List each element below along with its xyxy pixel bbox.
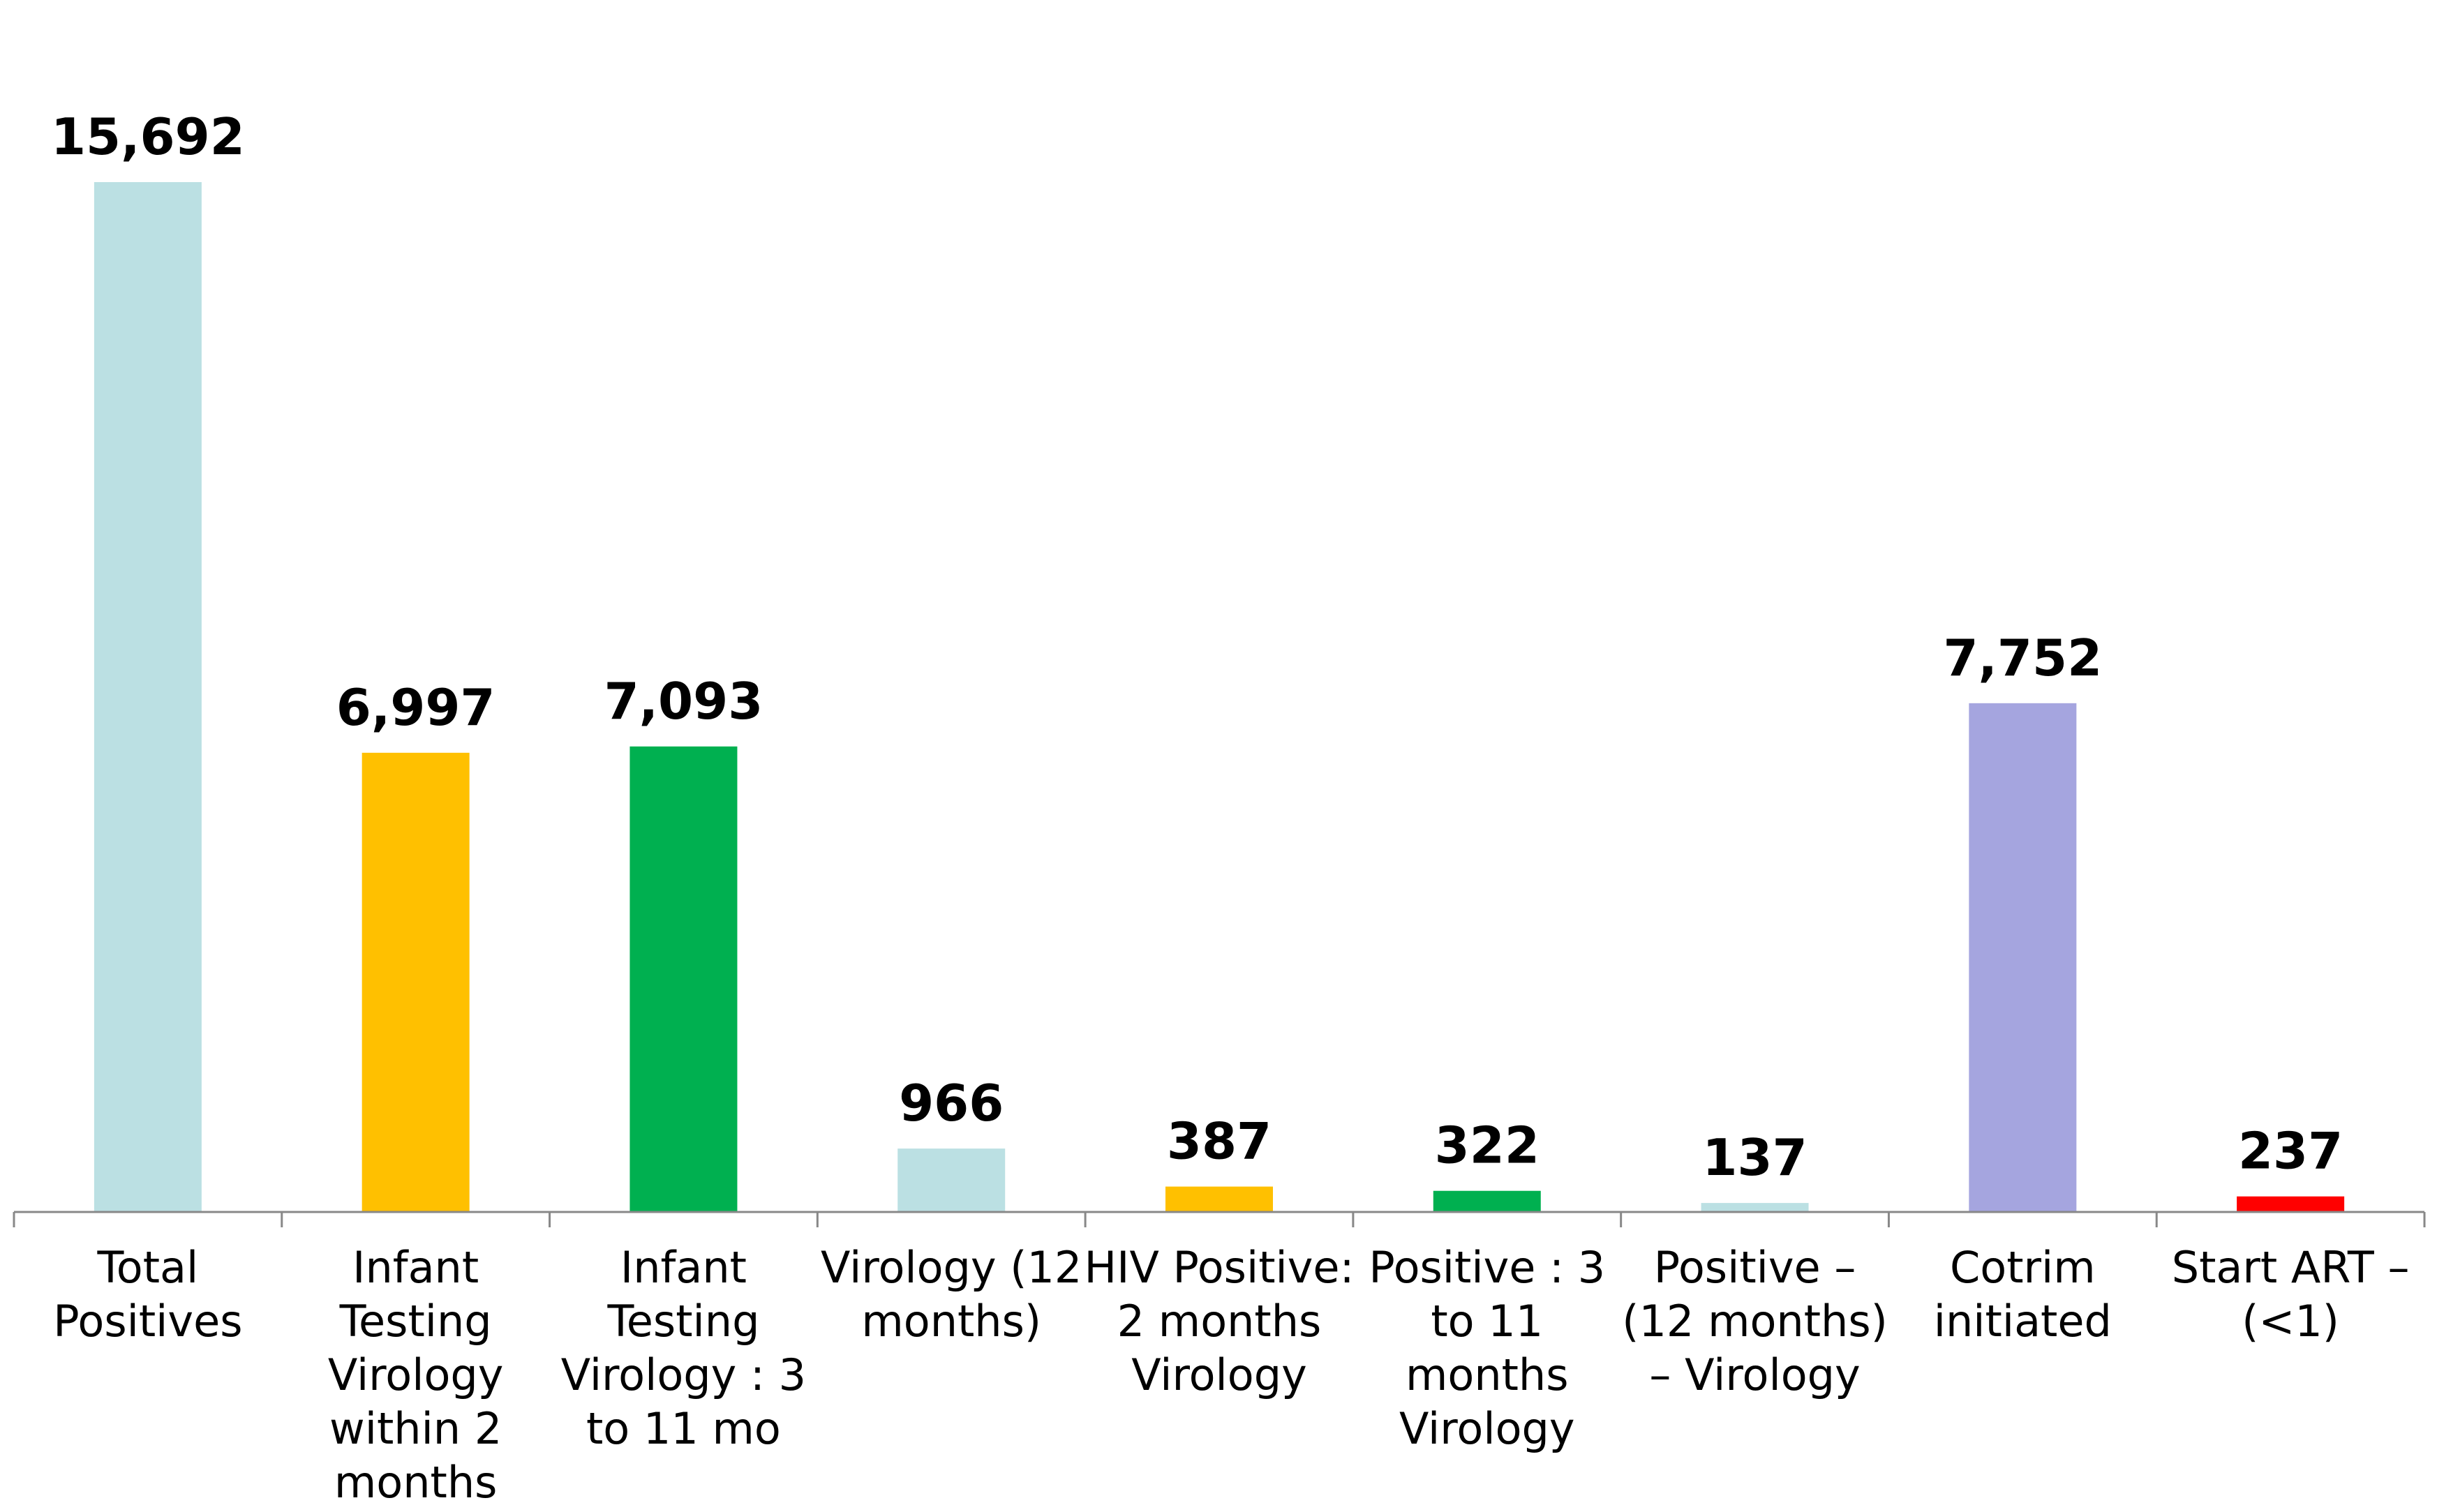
category-label: Total Positives xyxy=(53,1242,242,1347)
category-label-line: (12 months) xyxy=(1622,1296,1888,1347)
category-label-line: (<1) xyxy=(2242,1296,2339,1347)
data-label: 387 xyxy=(1167,1112,1272,1171)
category-label: Infant Testing Virology within 2 months xyxy=(328,1242,504,1508)
category-label-line: – Virology xyxy=(1649,1349,1860,1400)
category-label-line: within 2 xyxy=(329,1403,502,1454)
category-label-line: Virology xyxy=(1399,1403,1575,1454)
category-label: HIV Positive: 2 months Virology xyxy=(1085,1242,1355,1400)
data-label: 7,093 xyxy=(604,672,763,731)
bar xyxy=(1433,1190,1541,1212)
category-label-line: months) xyxy=(861,1296,1041,1347)
bar xyxy=(1969,703,2077,1212)
category-label-line: Positives xyxy=(53,1296,242,1347)
category-label-line: to 11 xyxy=(1431,1296,1543,1347)
bars-group xyxy=(94,182,2345,1212)
category-label-line: Cotrim xyxy=(1950,1242,2096,1293)
bar xyxy=(94,182,202,1212)
bar xyxy=(1165,1186,1273,1212)
category-label-line: HIV Positive: xyxy=(1085,1242,1355,1293)
bar xyxy=(362,752,470,1212)
x-axis xyxy=(13,1211,2426,1227)
value-labels-group: 15,692 6,997 7,093 966 387 322 137 7,752 237 xyxy=(51,107,2343,1187)
category-label-line: Testing xyxy=(606,1296,759,1347)
category-label-line: Testing xyxy=(339,1296,492,1347)
bar xyxy=(629,746,738,1212)
data-label: 966 xyxy=(899,1074,1004,1132)
category-label-line: 2 months xyxy=(1117,1296,1322,1347)
data-label: 237 xyxy=(2238,1122,2343,1181)
category-label: Positive – (12 months) – Virology xyxy=(1622,1242,1888,1400)
category-label-line: months xyxy=(1406,1349,1569,1400)
category-label: Start ART – (<1) xyxy=(2172,1242,2410,1347)
category-label-line: Virology (12 xyxy=(821,1242,1082,1293)
category-label-line: initiated xyxy=(1934,1296,2112,1347)
category-label: Infant Testing Virology : 3 to 11 mo xyxy=(561,1242,806,1454)
category-label: Virology (12 months) xyxy=(821,1242,1082,1347)
data-label: 15,692 xyxy=(51,107,245,166)
bar xyxy=(1701,1203,1809,1212)
data-label: 6,997 xyxy=(336,678,495,737)
category-label-line: to 11 mo xyxy=(586,1403,781,1454)
category-label-line: months xyxy=(334,1457,498,1508)
data-label: 322 xyxy=(1435,1116,1540,1175)
category-label-line: Virology xyxy=(328,1349,504,1400)
category-label-line: Total xyxy=(96,1242,198,1293)
category-label: Cotrim initiated xyxy=(1934,1242,2112,1347)
category-label-line: Start ART – xyxy=(2172,1242,2410,1293)
bar xyxy=(2237,1196,2345,1212)
bar xyxy=(897,1148,1006,1212)
category-label-line: Virology : 3 xyxy=(561,1349,806,1400)
data-label: 137 xyxy=(1702,1128,1807,1187)
category-label-line: Virology xyxy=(1131,1349,1307,1400)
data-label: 7,752 xyxy=(1943,629,2102,687)
category-label-line: Infant xyxy=(352,1242,479,1293)
category-label-line: Infant xyxy=(620,1242,747,1293)
category-label-line: Positive – xyxy=(1654,1242,1856,1293)
category-label: Positive : 3 to 11 months Virology xyxy=(1369,1242,1605,1454)
category-label-line: Positive : 3 xyxy=(1369,1242,1605,1293)
